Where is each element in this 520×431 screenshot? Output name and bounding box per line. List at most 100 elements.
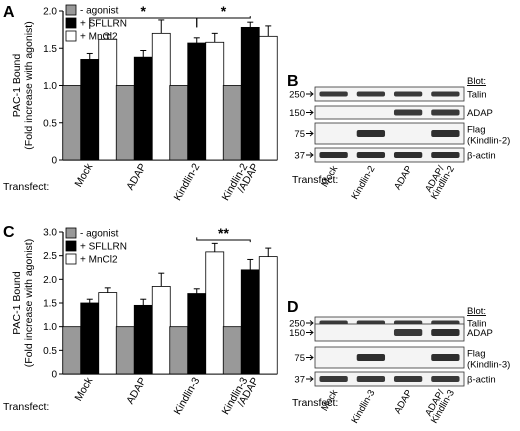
mw-marker-arrow [306,109,314,116]
blot-band [393,329,423,336]
chart-a: 0 0.5 1.0 1.5 2.0 PAC-1 Bound (Fold increase w… [3,3,278,203]
blot-strip [314,371,465,387]
significance-label: ** [218,225,229,241]
legend-label: - agonist [80,6,119,17]
x-category-label: Kindlin-2 [172,161,203,203]
bar [205,41,225,161]
bar [205,251,225,375]
panel-letter-d: D [287,299,299,316]
bar [80,302,100,375]
blot-row-label: ADAP [467,108,493,119]
blot-row-label: Talin [467,90,487,101]
bar [240,269,260,375]
blot-row-label: Flag [467,125,485,136]
mw-marker-arrow [306,354,314,361]
x-axis-label: Transfect: [3,181,49,193]
mw-marker-arrow [306,320,314,326]
mw-marker-label: 75 [294,129,305,140]
mw-marker-label: 150 [289,108,305,119]
legend-swatch [65,227,77,239]
mw-marker-label: 150 [289,328,305,339]
legend-label: + MnCl2 [80,255,118,266]
blot-band [431,329,460,336]
y-axis-sublabel: (Fold increase with agonist) [23,21,35,149]
blot-band [393,152,423,158]
chart-c: 0 0.5 1.0 1.5 2.0 2.5 3.0 PAC-1 Bound (Fold incr… [3,225,278,417]
bar [98,38,118,161]
blot-band [356,152,386,158]
blot-band [356,354,386,361]
legend-swatch [65,4,77,16]
panel-letter-a: A [3,4,15,21]
blot-strip [314,323,465,342]
blot-band [319,152,348,158]
x-category-label: Mock [72,161,95,189]
blot-band [393,109,423,116]
significance-bracket [196,16,251,28]
y-axis-label: PAC-1 Bound [11,271,23,335]
blot-x-label: Transfect: [292,174,338,186]
bar [62,326,82,375]
y-tick-label: 1.0 [43,322,57,333]
x-category-label: Kindlin-3 [172,375,203,417]
bar [133,304,153,375]
panel-letter-c: C [3,224,15,241]
blot-band [431,152,460,158]
bar [240,26,260,161]
blot-band [431,109,460,116]
blot-strip [314,122,465,145]
blot-strip [314,86,465,102]
blot-band [393,91,423,97]
x-category-label: ADAP [124,376,149,407]
mw-marker-arrow [306,376,314,382]
y-tick-label: 1.5 [43,299,57,310]
bar [187,42,207,161]
blot-row-sublabel: (Kindlin-3) [467,360,510,371]
bar [80,59,100,161]
blot-band [431,354,460,361]
y-tick-label: 1.5 [43,44,57,55]
panel-letter-b: B [287,73,299,90]
legend-swatch [65,240,77,252]
blot-band [356,130,386,137]
legend-label: + MnCl2 [80,32,118,43]
bar [151,32,171,161]
x-axis-label: Transfect: [3,401,49,413]
bar [62,85,82,161]
mw-marker-label: 37 [294,375,305,386]
blot-x-label: Transfect: [292,397,338,409]
blot-d: Blot: 250 Talin 150 ADAP 75 Flag(Kindlin-3) 37 β… [289,306,510,426]
blot-row-label: β-actin [467,375,496,386]
mw-marker-label: 250 [289,319,305,330]
blot-lane-label: Kindlin-2 [349,164,377,202]
y-tick-label: 0.5 [43,118,57,129]
blot-band [431,376,460,382]
bar [98,292,118,375]
blot-strip [314,346,465,369]
blot-lane-label: ADAP [392,164,414,192]
x-category-label: ADAP [124,162,149,193]
bar [115,326,135,375]
blot-band [319,376,348,382]
bar [258,256,278,375]
blot-band [393,376,423,382]
bar [169,326,189,375]
mw-marker-arrow [306,91,314,97]
blot-strip [314,147,465,163]
y-tick-label: 0 [51,156,57,167]
blot-row-label: Talin [467,319,487,330]
y-tick-label: 0.5 [43,346,57,357]
blot-band [431,130,460,137]
mw-marker-label: 37 [294,151,305,162]
blot-b: Blot: 250 Talin 150 ADAP 75 Flag(Kindlin-2) 37 β… [289,76,510,202]
legend-label: + SFLLRN [80,19,127,30]
blot-lane-label: Kindlin-3 [349,388,377,426]
y-tick-label: 2.5 [43,251,57,262]
blot-header: Blot: [467,306,486,317]
mw-marker-arrow [306,130,314,137]
mw-marker-arrow [306,152,314,158]
bar [169,85,189,161]
y-axis-sublabel: (Fold increase with agonist) [23,239,35,367]
y-tick-label: 2.0 [43,275,57,286]
